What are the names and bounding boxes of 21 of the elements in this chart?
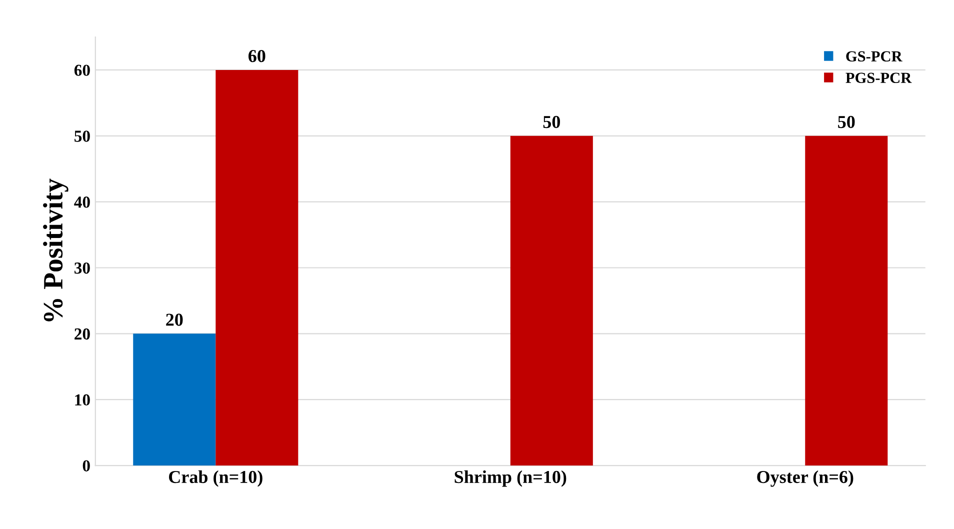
- bar: [133, 334, 216, 466]
- y-tick-label: 40: [74, 196, 90, 208]
- data-label: 60: [248, 50, 266, 62]
- y-tick-label: 30: [74, 262, 90, 274]
- y-tick-label: 60: [74, 64, 90, 76]
- bar: [805, 136, 888, 466]
- y-tick-label: 10: [75, 394, 90, 406]
- y-tick-label: 50: [74, 130, 90, 142]
- y-tick-label: 20: [74, 328, 90, 340]
- bar: [510, 136, 593, 466]
- legend-label: GS-PCR: [846, 51, 902, 62]
- data-label: 20: [166, 314, 183, 326]
- y-tick-label: 0: [82, 460, 90, 472]
- y-axis-title: % Positivity: [43, 178, 68, 322]
- data-label: 50: [543, 116, 560, 128]
- x-tick-label: Crab (n=10): [169, 470, 262, 487]
- bar: [216, 70, 298, 466]
- x-tick-label: Oyster (n=6): [757, 470, 854, 487]
- data-label: 50: [838, 116, 855, 128]
- x-tick-label: Shrimp (n=10): [454, 470, 566, 487]
- legend-label: PGS-PCR: [846, 72, 912, 84]
